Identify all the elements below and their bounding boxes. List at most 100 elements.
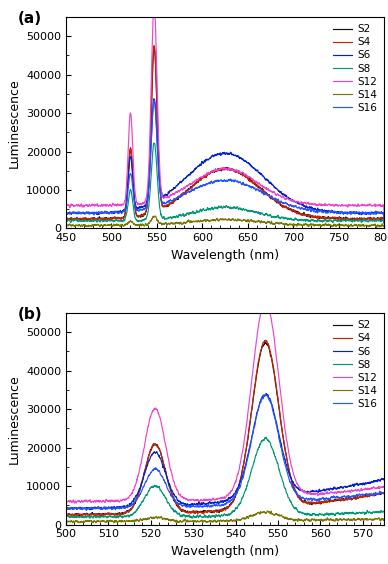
- S14: [247, 513, 252, 519]
- S6: [382, 477, 386, 483]
- S8: [382, 509, 386, 515]
- S6: [80, 210, 85, 217]
- S2: [80, 216, 85, 223]
- S2: [64, 219, 68, 226]
- S8: [382, 219, 386, 226]
- S8: [75, 514, 80, 521]
- S2: [314, 214, 319, 221]
- S4: [146, 455, 150, 461]
- Line: S14: S14: [66, 216, 384, 227]
- S4: [314, 214, 319, 221]
- Line: S16: S16: [66, 394, 384, 510]
- S2: [210, 169, 215, 175]
- S12: [372, 201, 377, 208]
- S12: [382, 483, 386, 490]
- Y-axis label: Luminescence: Luminescence: [7, 374, 21, 464]
- S6: [373, 210, 378, 217]
- S6: [64, 216, 68, 223]
- S6: [183, 501, 188, 508]
- S16: [373, 211, 378, 218]
- S16: [247, 446, 252, 452]
- S16: [382, 216, 386, 223]
- Line: S14: S14: [66, 511, 384, 523]
- Line: S4: S4: [66, 46, 384, 223]
- S2: [372, 215, 377, 222]
- S6: [382, 217, 386, 223]
- Line: S6: S6: [66, 394, 384, 510]
- S12: [247, 395, 252, 402]
- X-axis label: Wavelength (nm): Wavelength (nm): [171, 545, 279, 558]
- S2: [76, 511, 80, 518]
- S16: [64, 505, 68, 512]
- S12: [64, 499, 68, 506]
- S4: [64, 220, 68, 227]
- S14: [265, 508, 270, 514]
- S12: [314, 202, 319, 209]
- Line: S8: S8: [66, 437, 384, 518]
- S2: [94, 510, 99, 517]
- S16: [64, 216, 68, 223]
- S14: [152, 213, 157, 219]
- S6: [247, 444, 252, 451]
- S16: [84, 507, 88, 514]
- S14: [382, 223, 386, 230]
- S12: [152, 2, 157, 9]
- Line: S12: S12: [66, 6, 384, 215]
- S2: [183, 508, 188, 515]
- S8: [64, 221, 68, 228]
- S12: [264, 298, 268, 305]
- S16: [94, 505, 99, 512]
- S4: [152, 42, 156, 49]
- S4: [76, 511, 81, 518]
- S8: [190, 515, 195, 522]
- S6: [210, 152, 215, 158]
- S14: [314, 222, 319, 228]
- S2: [373, 215, 378, 222]
- S12: [382, 211, 386, 218]
- S8: [372, 218, 377, 225]
- S2: [218, 166, 223, 173]
- S12: [76, 498, 81, 505]
- S2: [99, 513, 103, 519]
- S8: [373, 218, 378, 224]
- S4: [69, 513, 74, 519]
- Legend: S2, S4, S6, S8, S12, S14, S16: S2, S4, S6, S8, S12, S14, S16: [331, 22, 379, 115]
- S8: [151, 140, 156, 147]
- S14: [146, 514, 150, 521]
- S8: [80, 218, 85, 224]
- S14: [373, 221, 378, 227]
- Line: S2: S2: [66, 342, 384, 516]
- S4: [262, 337, 267, 344]
- S16: [210, 179, 215, 186]
- S16: [80, 210, 85, 217]
- Line: S4: S4: [66, 341, 384, 516]
- S14: [210, 217, 215, 223]
- S6: [372, 210, 377, 217]
- S14: [64, 223, 68, 230]
- S14: [75, 518, 80, 525]
- S14: [382, 517, 386, 524]
- S4: [210, 168, 215, 175]
- S16: [263, 391, 268, 398]
- S4: [382, 219, 386, 226]
- S12: [218, 165, 223, 172]
- S14: [94, 518, 99, 525]
- S8: [183, 514, 187, 521]
- S6: [152, 95, 156, 102]
- S6: [314, 207, 319, 214]
- S2: [382, 220, 386, 227]
- S8: [264, 434, 268, 440]
- S2: [382, 490, 386, 497]
- S16: [314, 208, 319, 214]
- S14: [372, 221, 377, 227]
- S8: [218, 203, 223, 210]
- S4: [247, 421, 252, 428]
- S8: [94, 514, 99, 521]
- S2: [263, 339, 268, 346]
- S2: [247, 423, 252, 430]
- S12: [373, 201, 378, 208]
- S14: [218, 216, 223, 223]
- S6: [218, 152, 223, 159]
- S14: [374, 224, 379, 231]
- Line: S2: S2: [66, 47, 384, 223]
